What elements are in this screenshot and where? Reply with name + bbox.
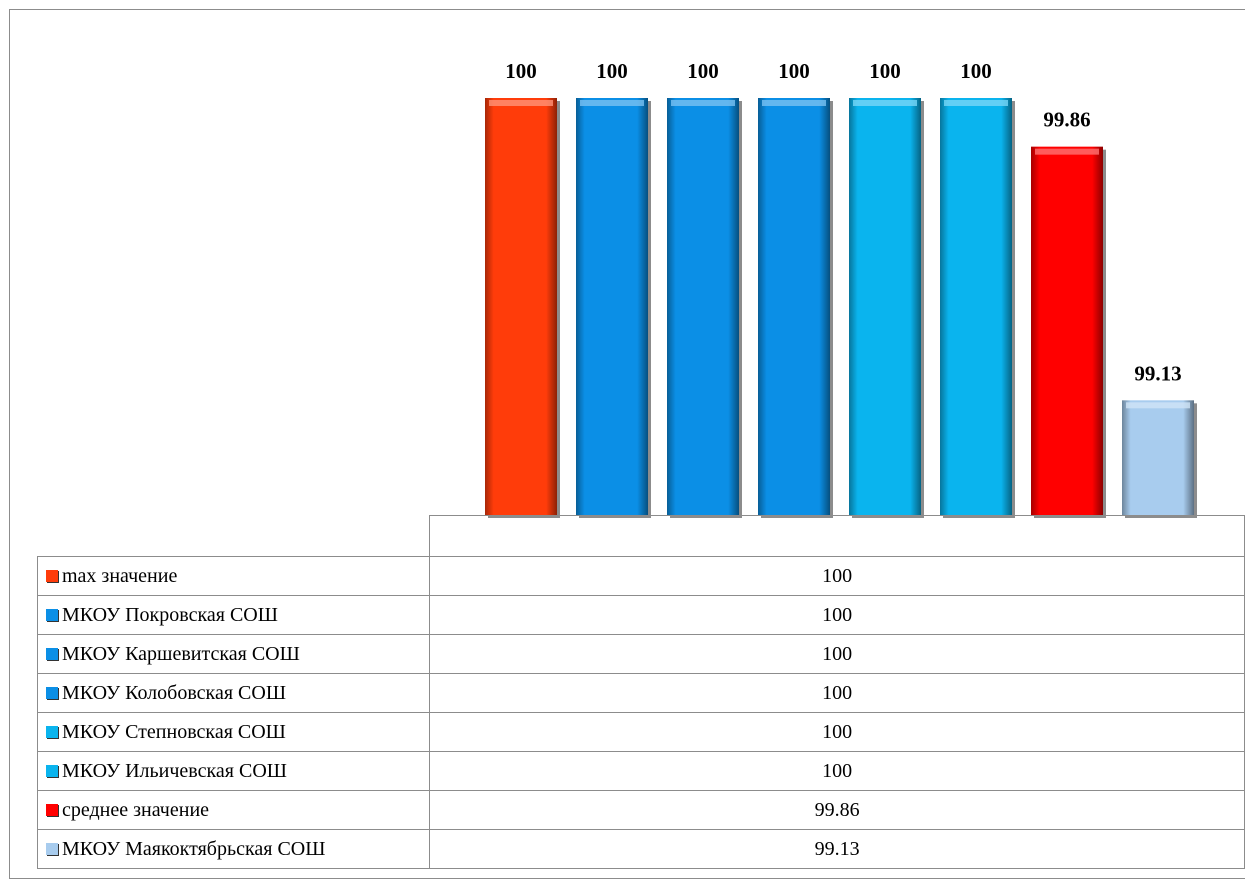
table-row: среднее значение 99.86	[36, 790, 1245, 830]
bar-value-label: 99.86	[1043, 108, 1090, 132]
legend-swatch-icon	[46, 725, 58, 738]
series-value-cell: 100	[429, 595, 1245, 635]
bar-value-label: 100	[596, 59, 628, 83]
series-name: МКОУ Ильичевская СОШ	[62, 759, 287, 782]
bar-highlight	[489, 100, 553, 106]
bar-value-label: 100	[505, 59, 537, 83]
table-row: МКОУ Каршевитская СОШ 100	[36, 634, 1245, 674]
series-name-cell: МКОУ Маякоктябрьская СОШ	[36, 829, 431, 869]
legend-swatch-icon	[46, 803, 58, 816]
table-corner	[37, 515, 431, 557]
series-name: МКОУ Покровская СОШ	[62, 603, 278, 626]
series-name-cell: МКОУ Степновская СОШ	[36, 712, 431, 752]
legend-swatch-icon	[46, 764, 58, 777]
series-name-cell: МКОУ Каршевитская СОШ	[36, 634, 431, 674]
series-name-cell: МКОУ Колобовская СОШ	[36, 673, 431, 713]
series-value-cell: 100	[429, 751, 1245, 791]
table-category-header	[429, 515, 1245, 557]
bar-highlight	[1035, 148, 1099, 155]
bar-7	[1031, 146, 1103, 515]
bar-highlight	[1126, 402, 1190, 409]
series-name: среднее значение	[62, 798, 210, 821]
table-row: max значение 100	[36, 556, 1245, 596]
bar-value-label: 100	[778, 59, 810, 83]
series-name-cell: МКОУ Покровская СОШ	[36, 595, 431, 635]
bar-1	[485, 98, 557, 515]
series-name: МКОУ Степновская СОШ	[62, 720, 286, 743]
series-name: МКОУ Маякоктябрьская СОШ	[62, 837, 326, 860]
bar-8	[1122, 400, 1194, 515]
legend-swatch-icon	[46, 842, 58, 855]
series-value-cell: 100	[429, 634, 1245, 674]
bar-highlight	[580, 100, 644, 106]
legend-swatch-icon	[46, 608, 58, 621]
bar-value-label: 99.13	[1134, 361, 1181, 385]
data-table: max значение 100 МКОУ Покровская СОШ 100 МКО…	[36, 515, 1245, 869]
bar-highlight	[671, 100, 735, 106]
table-row: МКОУ Степновская СОШ 100	[36, 712, 1245, 752]
table-row: МКОУ Ильичевская СОШ 100	[36, 751, 1245, 791]
bar-chart: 100 100 100 100 100 100 99.86 99.13	[485, 59, 1197, 518]
legend-swatch-icon	[46, 686, 58, 699]
bar-3	[667, 98, 739, 515]
bar-6	[940, 98, 1012, 515]
bar-value-label: 100	[869, 59, 901, 83]
bar-highlight	[944, 100, 1008, 106]
bar-highlight	[762, 100, 826, 106]
series-value-cell: 99.13	[429, 829, 1245, 869]
bar-2	[576, 98, 648, 515]
bar-5	[849, 98, 921, 515]
series-name: МКОУ Каршевитская СОШ	[62, 642, 300, 665]
legend-swatch-icon	[46, 647, 58, 660]
bar-4	[758, 98, 830, 515]
bar-value-label: 100	[960, 59, 992, 83]
legend-swatch-icon	[46, 569, 58, 582]
series-name-cell: max значение	[36, 556, 431, 596]
series-value-cell: 100	[429, 556, 1245, 596]
series-value-cell: 99.86	[429, 790, 1245, 830]
table-row: МКОУ Покровская СОШ 100	[36, 595, 1245, 635]
series-name: МКОУ Колобовская СОШ	[62, 681, 286, 704]
table-header-row	[37, 515, 1245, 557]
bar-highlight	[853, 100, 917, 106]
series-value-cell: 100	[429, 712, 1245, 752]
table-row: МКОУ Маякоктябрьская СОШ 99.13	[36, 829, 1245, 869]
series-name: max значение	[62, 564, 178, 587]
series-name-cell: МКОУ Ильичевская СОШ	[36, 751, 431, 791]
series-value-cell: 100	[429, 673, 1245, 713]
series-name-cell: среднее значение	[36, 790, 431, 830]
bar-value-label: 100	[687, 59, 719, 83]
table-row: МКОУ Колобовская СОШ 100	[36, 673, 1245, 713]
